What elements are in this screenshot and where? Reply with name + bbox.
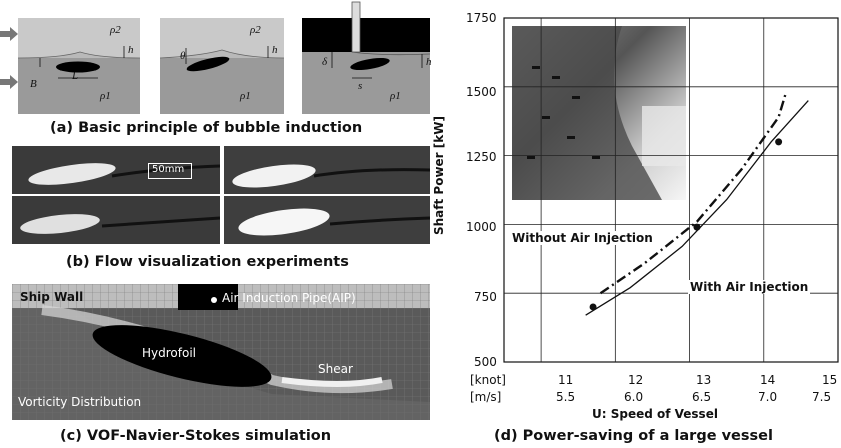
rho2-label: ρ2 [110, 24, 121, 36]
s-label: s [358, 80, 363, 92]
b-label: B [30, 78, 37, 90]
x-tick-knot: 14 [760, 373, 776, 387]
flow-photo-2 [224, 146, 430, 194]
rho1-label: ρ1 [100, 90, 111, 102]
x-tick-ms: 6.5 [692, 390, 712, 404]
x-tick-ms: 7.5 [812, 390, 832, 404]
vorticity-label: Vorticity Distribution [18, 395, 142, 409]
scale-bar [148, 163, 192, 179]
flow-photo-3 [12, 196, 220, 244]
h-label: h [426, 56, 432, 68]
delta-label: δ [322, 56, 328, 68]
caption-d: (d) Power-saving of a large vessel [494, 428, 773, 444]
y-tick: 750 [474, 290, 497, 304]
caption-a: (a) Basic principle of bubble induction [50, 120, 363, 136]
h-label: h [128, 44, 134, 56]
plot-frame [503, 17, 839, 363]
data-point [589, 303, 597, 311]
x-tick-knot: 13 [696, 373, 712, 387]
caption-b: (b) Flow visualization experiments [66, 254, 349, 270]
data-point [775, 138, 783, 146]
aip-label: Air Induction Pipe(AIP) [222, 291, 356, 305]
scale-label: 50mm [152, 164, 185, 175]
y-tick: 1000 [466, 220, 497, 234]
data-point [693, 223, 701, 231]
x-tick-knot: 15 [822, 373, 838, 387]
rho2-label: ρ2 [366, 4, 377, 16]
grid [504, 18, 838, 362]
y-tick: 500 [474, 355, 497, 369]
x-axis-label: U: Speed of Vessel [592, 407, 718, 421]
flow-photo-4 [224, 196, 430, 244]
x-tick-ms: 7.0 [758, 390, 778, 404]
series-layer [585, 91, 809, 316]
rho2-label: ρ2 [250, 24, 261, 36]
simulation-image [12, 284, 430, 420]
flow-photo-1 [12, 146, 220, 194]
x-tick-ms: 6.0 [624, 390, 644, 404]
y-tick: 1750 [466, 11, 497, 25]
y-tick: 1250 [466, 150, 497, 164]
shear-label: Shear [318, 362, 353, 376]
x-tick-knot: 12 [628, 373, 644, 387]
y-axis-label: Shaft Power [kW] [432, 116, 446, 235]
ms-unit: [m/s] [470, 390, 502, 404]
y-tick: 1500 [466, 85, 497, 99]
theta-label: θ [180, 50, 186, 62]
series-line-without-air [599, 91, 788, 295]
h-label: h [272, 44, 278, 56]
caption-c: (c) VOF-Navier-Stokes simulation [60, 428, 332, 444]
series-label-with: With Air Injection [688, 280, 811, 294]
rho1-label: ρ1 [240, 90, 251, 102]
x-tick-knot: 11 [558, 373, 574, 387]
rho1-label: ρ1 [390, 90, 401, 102]
x-tick-ms: 5.5 [556, 390, 576, 404]
series-line-with-air [585, 100, 809, 316]
series-label-without: Without Air Injection [510, 231, 655, 245]
bubble-induction-diagrams [0, 1, 431, 114]
knot-unit: [knot] [470, 373, 506, 387]
hydrofoil-label: Hydrofoil [142, 346, 196, 360]
ship-wall-label: Ship Wall [20, 290, 84, 304]
l-label: L [72, 70, 79, 82]
